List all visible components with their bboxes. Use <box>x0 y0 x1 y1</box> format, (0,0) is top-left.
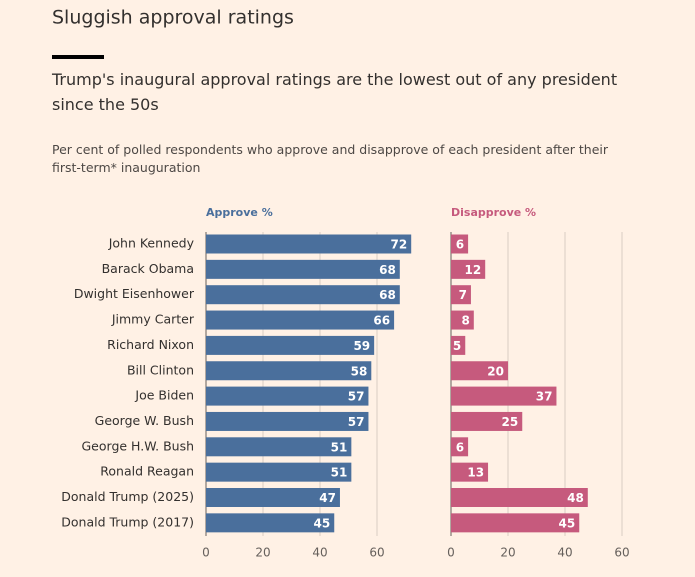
bar <box>206 411 369 431</box>
category-label: Donald Trump (2025) <box>61 489 194 504</box>
title-rule <box>52 55 104 59</box>
category-label: Bill Clinton <box>127 362 194 377</box>
category-label: Richard Nixon <box>107 337 194 352</box>
bar <box>451 411 523 431</box>
category-label: Jimmy Carter <box>111 312 195 327</box>
value-label: 66 <box>373 314 390 328</box>
value-label: 6 <box>456 238 464 252</box>
bar <box>206 361 372 381</box>
bar <box>451 386 557 406</box>
bar <box>451 513 580 533</box>
bar <box>206 310 395 330</box>
bar <box>206 234 412 254</box>
description: Per cent of polled respondents who appro… <box>52 142 609 175</box>
value-label: 51 <box>331 466 348 480</box>
value-label: 8 <box>461 314 469 328</box>
value-label: 68 <box>379 288 396 302</box>
value-label: 57 <box>348 390 365 404</box>
subtitle: Trump's inaugural approval ratings are t… <box>51 70 617 114</box>
value-label: 37 <box>536 390 553 404</box>
value-label: 59 <box>353 339 370 353</box>
x-tick-label: 20 <box>500 546 515 560</box>
category-label: George H.W. Bush <box>82 438 195 453</box>
x-tick-label: 60 <box>614 546 629 560</box>
x-tick-label: 20 <box>255 546 270 560</box>
category-label: Ronald Reagan <box>100 464 194 479</box>
value-label: 6 <box>456 440 464 454</box>
bar <box>451 462 489 482</box>
bar <box>451 310 474 330</box>
category-label: John Kennedy <box>108 236 195 251</box>
bar <box>206 437 352 457</box>
x-tick-label: 0 <box>447 546 455 560</box>
bar <box>206 259 400 279</box>
value-label: 5 <box>453 339 461 353</box>
value-label: 48 <box>567 491 584 505</box>
bar <box>451 488 588 507</box>
bar <box>206 386 369 406</box>
bar <box>451 234 469 254</box>
x-tick-label: 0 <box>202 546 210 560</box>
value-label: 7 <box>459 288 467 302</box>
bar <box>451 335 466 355</box>
value-label: 72 <box>390 238 407 252</box>
bar <box>451 259 486 279</box>
value-label: 47 <box>319 491 336 505</box>
bar <box>451 285 471 305</box>
category-label: Joe Biden <box>134 388 194 403</box>
category-label: Dwight Eisenhower <box>74 286 195 301</box>
value-label: 45 <box>559 516 576 530</box>
value-label: 57 <box>348 415 365 429</box>
panel-label: Disapprove % <box>451 206 536 219</box>
value-label: 68 <box>379 263 396 277</box>
bar <box>206 488 340 507</box>
bar <box>206 285 400 305</box>
bar <box>206 335 375 355</box>
category-label: Donald Trump (2017) <box>61 514 194 529</box>
value-label: 51 <box>331 440 348 454</box>
bar <box>206 462 352 482</box>
panel-label: Approve % <box>206 206 273 219</box>
value-label: 45 <box>314 516 331 530</box>
category-label: Barack Obama <box>102 261 194 276</box>
bar <box>451 361 508 381</box>
category-label: George W. Bush <box>95 413 194 428</box>
value-label: 58 <box>351 364 368 378</box>
x-tick-label: 40 <box>557 546 572 560</box>
x-tick-label: 60 <box>369 546 384 560</box>
value-label: 12 <box>464 263 481 277</box>
value-label: 13 <box>467 466 484 480</box>
value-label: 25 <box>502 415 519 429</box>
bar <box>206 513 335 533</box>
title: Sluggish approval ratings <box>52 7 294 29</box>
value-label: 20 <box>487 364 504 378</box>
bar <box>451 437 469 457</box>
x-tick-label: 40 <box>312 546 327 560</box>
